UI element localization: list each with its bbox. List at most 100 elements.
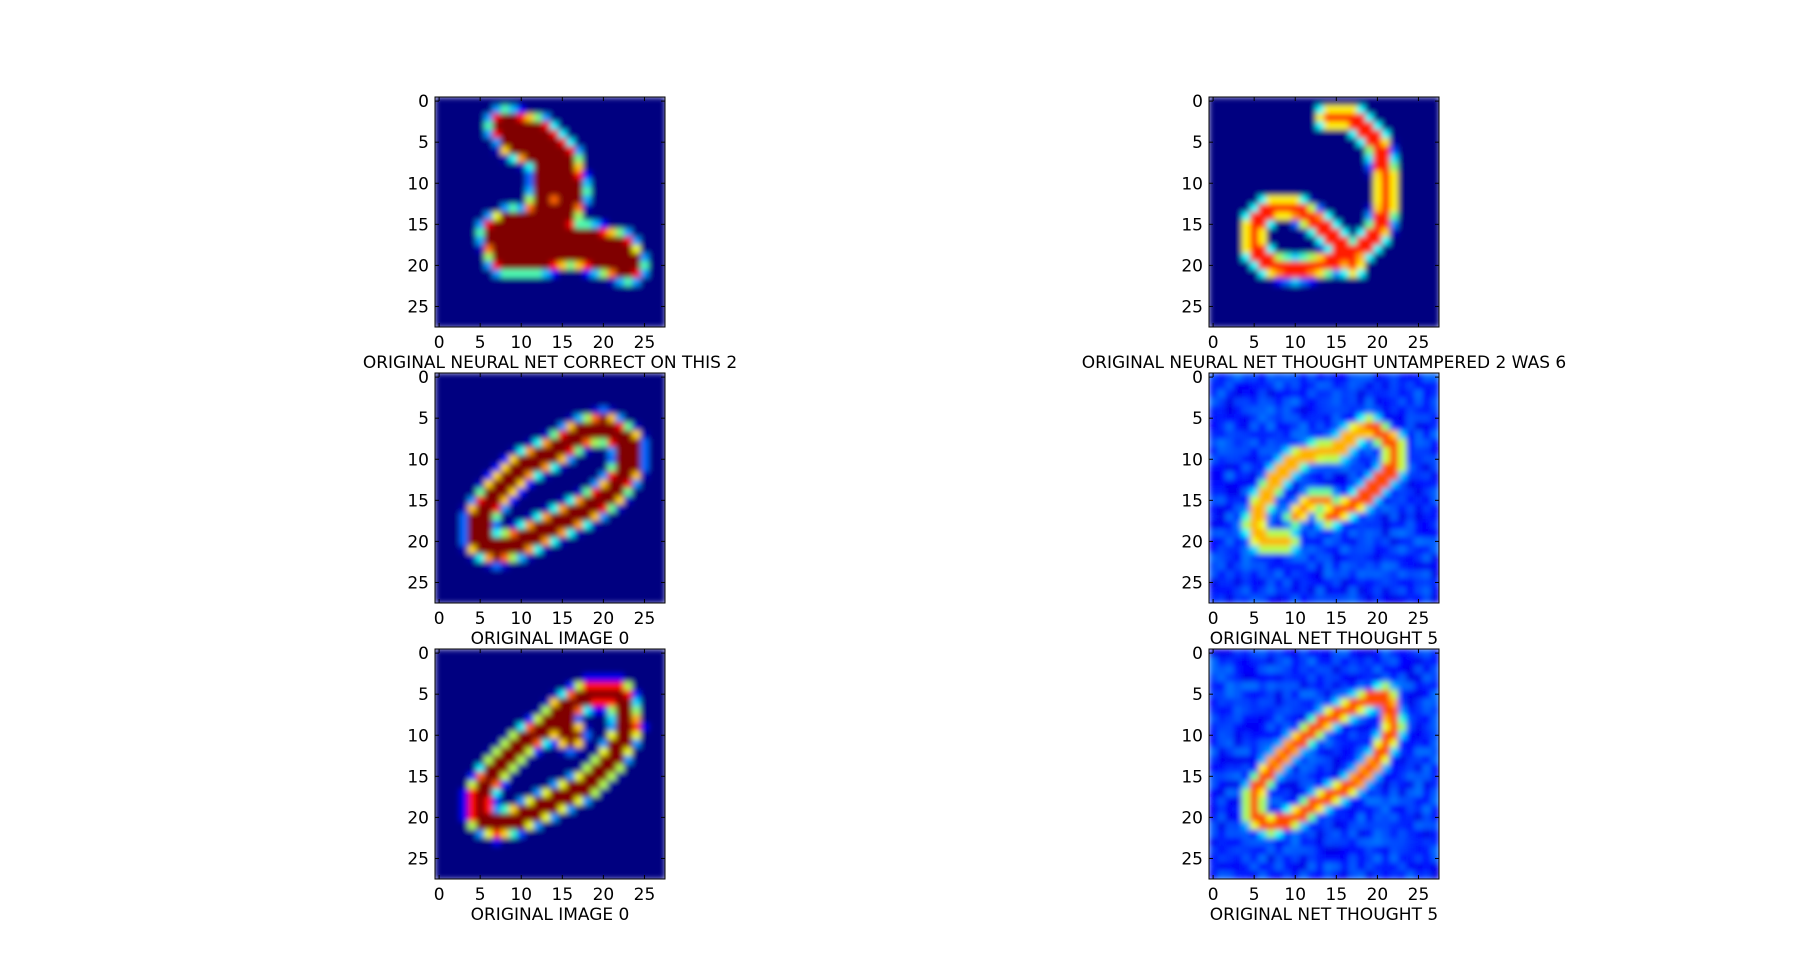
heatmap-cell	[451, 414, 461, 423]
heatmap-cell	[615, 829, 625, 839]
heatmap-cell	[517, 829, 526, 839]
heatmap-cell	[582, 796, 592, 806]
heatmap-cell	[558, 253, 568, 262]
heatmap-cell	[582, 545, 592, 555]
heatmap-cell	[1217, 837, 1227, 847]
heatmap-cell	[1414, 529, 1424, 538]
heatmap-cell	[476, 438, 485, 448]
heatmap-cell	[508, 446, 518, 456]
heatmap-cell	[558, 780, 568, 790]
heatmap-cell	[1422, 138, 1432, 147]
heatmap-cell	[1373, 714, 1383, 724]
heatmap-cell	[459, 578, 469, 588]
heatmap-cell	[443, 788, 453, 798]
heatmap-cell	[615, 430, 625, 440]
heatmap-cell	[656, 870, 665, 879]
heatmap-cell	[648, 496, 658, 506]
heatmap-cell	[541, 862, 551, 872]
heatmap-cell	[550, 310, 559, 320]
heatmap-cell	[1241, 512, 1251, 522]
heatmap-cell	[1315, 269, 1325, 279]
heatmap-cell	[632, 422, 641, 432]
heatmap-cell	[574, 854, 584, 864]
heatmap-cell	[574, 203, 584, 213]
heatmap-cell	[558, 537, 568, 547]
heatmap-cell	[1356, 698, 1366, 708]
heatmap-cell	[1414, 706, 1424, 716]
heatmap-cell	[1217, 105, 1227, 115]
heatmap-cell	[451, 706, 461, 716]
heatmap-cell	[467, 179, 477, 188]
heatmap-cell	[591, 397, 600, 407]
heatmap-cell	[1274, 780, 1284, 790]
heatmap-cell	[1217, 228, 1227, 238]
heatmap-cell	[1299, 586, 1309, 596]
heatmap-cell	[1381, 479, 1391, 489]
heatmap-cell	[1356, 269, 1366, 279]
heatmap-cell	[1397, 755, 1407, 765]
heatmap-cell	[1233, 594, 1243, 603]
heatmap-cell	[632, 285, 641, 295]
heatmap-cell	[1217, 236, 1227, 246]
heatmap-cell	[1422, 813, 1432, 823]
heatmap-cell	[1241, 121, 1251, 131]
heatmap-cell	[451, 714, 461, 724]
heatmap-cell	[648, 187, 658, 197]
heatmap-cell	[1356, 805, 1366, 814]
heatmap-cell	[623, 261, 633, 271]
heatmap-cell	[1307, 488, 1317, 497]
heatmap-cell	[517, 731, 526, 740]
heatmap-cell	[1250, 722, 1259, 732]
heatmap-cell	[467, 463, 477, 473]
heatmap-cell	[599, 373, 609, 382]
heatmap-cell	[459, 772, 469, 782]
heatmap-cell	[656, 496, 665, 506]
heatmap-cell	[1299, 285, 1309, 295]
heatmap-cell	[1332, 471, 1342, 481]
heatmap-cell	[558, 113, 568, 123]
heatmap-cell	[566, 846, 576, 855]
heatmap-cell	[1291, 381, 1300, 391]
heatmap-cell	[1381, 846, 1391, 855]
heatmap-cell	[1250, 414, 1259, 423]
heatmap-cell	[1406, 446, 1415, 456]
heatmap-cell	[1258, 430, 1268, 440]
heatmap-cell	[1315, 430, 1325, 440]
heatmap-cell	[1356, 553, 1366, 563]
heatmap-cell	[1332, 846, 1342, 855]
heatmap-cell	[1266, 422, 1276, 432]
heatmap-cell	[508, 512, 518, 522]
heatmap-cell	[1282, 261, 1292, 271]
heatmap-cell	[533, 463, 543, 473]
heatmap-cell	[1373, 253, 1383, 262]
heatmap-cell	[492, 805, 502, 814]
heatmap-cell	[1332, 129, 1342, 139]
heatmap-cell	[1381, 294, 1391, 303]
heatmap-cell	[1233, 496, 1243, 506]
heatmap-cell	[1422, 146, 1432, 156]
heatmap-cell	[1430, 236, 1439, 246]
heatmap-cell	[632, 512, 641, 522]
heatmap-cell	[1315, 146, 1325, 156]
heatmap-cell	[1266, 739, 1276, 749]
heatmap-cell	[566, 690, 576, 699]
heatmap-cell	[1225, 121, 1235, 131]
heatmap-cell	[1340, 496, 1350, 506]
heatmap-cell	[1225, 389, 1235, 399]
heatmap-cell	[508, 463, 518, 473]
y-tick-label: 10	[1181, 450, 1203, 470]
heatmap-cell	[459, 561, 469, 571]
heatmap-cell	[1225, 578, 1235, 588]
heatmap-cell	[1414, 649, 1424, 658]
heatmap-cell	[1225, 788, 1235, 798]
heatmap-cell	[1340, 698, 1350, 708]
heatmap-cell	[1274, 698, 1284, 708]
heatmap-cell	[541, 561, 551, 571]
heatmap-cell	[1233, 537, 1243, 547]
heatmap-cell	[443, 463, 453, 473]
heatmap-cell	[476, 121, 485, 131]
heatmap-cell	[1225, 381, 1235, 391]
heatmap-cell	[1332, 586, 1342, 596]
heatmap-cell	[443, 138, 453, 147]
heatmap-cell	[591, 389, 600, 399]
